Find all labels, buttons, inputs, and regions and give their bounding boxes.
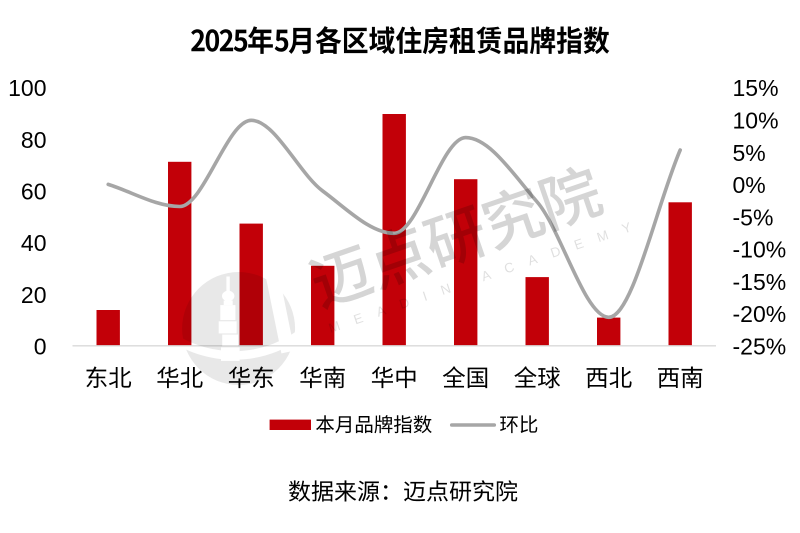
- svg-text:-10%: -10%: [733, 237, 787, 263]
- svg-text:60: 60: [21, 179, 47, 205]
- svg-text:5%: 5%: [733, 140, 766, 166]
- svg-text:100: 100: [8, 75, 46, 101]
- svg-text:-25%: -25%: [733, 334, 787, 360]
- svg-text:-20%: -20%: [733, 301, 787, 327]
- svg-text:-5%: -5%: [733, 204, 774, 230]
- svg-text:-15%: -15%: [733, 269, 787, 295]
- svg-text:0: 0: [34, 334, 47, 360]
- svg-text:40: 40: [21, 230, 47, 256]
- svg-text:10%: 10%: [733, 108, 779, 134]
- svg-text:0%: 0%: [733, 172, 766, 198]
- svg-text:20: 20: [21, 282, 47, 308]
- svg-text:15%: 15%: [733, 75, 779, 101]
- svg-text:80: 80: [21, 127, 47, 153]
